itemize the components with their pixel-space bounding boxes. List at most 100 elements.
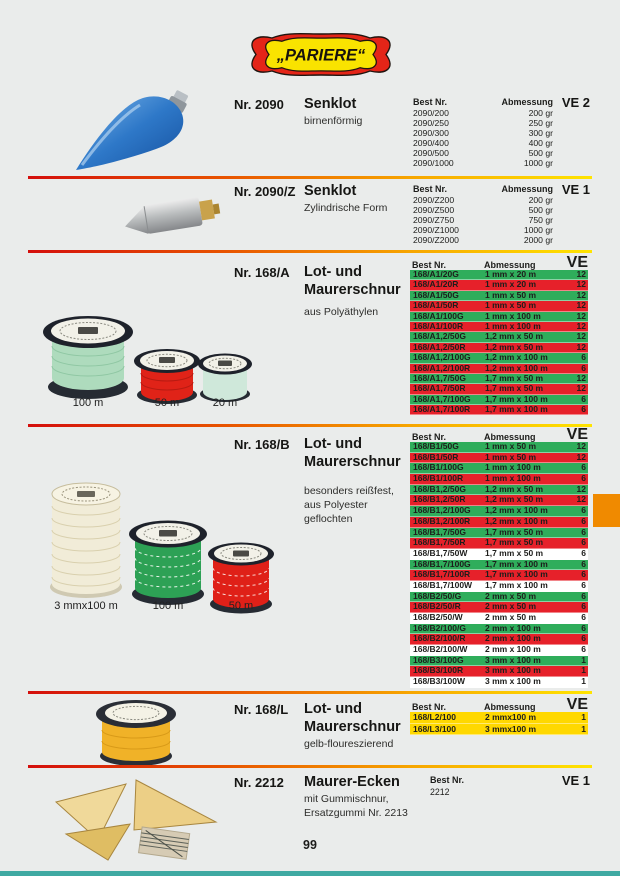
plumb-bob-cylinder-icon [125, 197, 221, 234]
cell-best-nr: 2212 [430, 787, 450, 797]
cell-abmessung: 1 mm x 50 m [485, 441, 537, 451]
cell-abmessung: 1,2 mm x 100 m [485, 505, 548, 516]
section-separator [28, 176, 592, 179]
cell-ve: 6 [581, 644, 586, 655]
cell-abmessung: 2 mm x 50 m [485, 590, 537, 601]
cell-best-nr: 168/A1,7/100G [413, 393, 471, 404]
subtitle-line-1: besonders reißfest, [304, 485, 394, 497]
article-number: Nr. 168/L [234, 702, 289, 717]
cell-best-nr: 168/A1/50G [413, 289, 459, 300]
product-subtitle: besonders reißfest, aus Polyester gefloc… [304, 484, 394, 526]
cell-abmessung: 2000 gr [523, 234, 553, 245]
cell-best-nr: 168/B1,7/100R [413, 569, 471, 580]
cell-abmessung: 3 mmx100 m [485, 723, 537, 734]
col-ve: VE [566, 696, 588, 713]
cell-abmessung: 1 mm x 100 m [485, 320, 541, 331]
table-row: 168/A1/50G 1 mm x 50 m 12 [410, 289, 588, 302]
cell-abmessung: 1 mm x 20 m [485, 279, 537, 290]
cell-best-nr: 2090/Z200 [413, 195, 455, 205]
product-title: Lot- und Maurerschnur [304, 435, 401, 471]
table-body: 168/B1/50G 1 mm x 50 m 12 168/B1/50R 1 m… [410, 441, 588, 688]
image-label: 50 m [154, 397, 180, 409]
cell-best-nr: 168/A1,2/100G [413, 352, 471, 363]
cell-abmessung: 750 gr [528, 214, 553, 225]
image-label: 3 mmx100 m [54, 600, 118, 612]
title-line-2: Maurerschnur [304, 719, 401, 735]
cell-best-nr: 168/B1,7/50R [413, 537, 466, 548]
product-subtitle: mit Gummischnur, Ersatzgummi Nr. 2213 [304, 792, 408, 820]
cell-abmessung: 1 mm x 20 m [485, 269, 537, 279]
spool-red-braided-image [205, 520, 277, 621]
cell-abmessung: 2 mm x 50 m [485, 601, 537, 612]
cell-abmessung: 2 mmx100 m [485, 712, 537, 722]
table-row: 168/A1,2/100R 1,2 mm x 100 m 6 [410, 362, 588, 374]
senklot-zylindrisch-image [118, 186, 226, 249]
cell-ve: 6 [581, 547, 586, 558]
cell-abmessung: 1,2 mm x 50 m [485, 483, 544, 494]
cell-abmessung: 3 mm x 100 m [485, 654, 541, 665]
cell-best-nr: 168/B1,7/50G [413, 526, 466, 537]
section-separator [28, 250, 592, 253]
spool-mint-20m-image [196, 334, 254, 409]
cell-ve: 1 [581, 665, 586, 676]
cell-abmessung: 500 gr [528, 204, 553, 215]
section-separator [28, 765, 592, 768]
col-abmessung: Abmessung [484, 702, 536, 712]
article-number: Nr. 2090/Z [234, 184, 296, 199]
table-row: 2090/200 200 gr [413, 108, 553, 119]
cell-best-nr: 2090/250 [413, 117, 449, 128]
cell-abmessung: 1,2 mm x 50 m [485, 494, 544, 505]
order-table-168a: Best Nr. Abmessung VE 168/A1/20G 1 mm x … [410, 255, 588, 416]
table-row: 168/B2/50/R 2 mm x 50 m 6 [410, 602, 588, 613]
table-row: 168/B1,7/50W 1,7 mm x 50 m 6 [410, 547, 588, 560]
title-line-2: Maurerschnur [304, 454, 401, 470]
cell-ve: 12 [576, 341, 586, 352]
cell-abmessung: 3 mm x 100 m [485, 676, 541, 687]
cell-abmessung: 1 mm x 50 m [485, 451, 537, 462]
table-row: 2090/300 300 gr [413, 128, 553, 139]
cell-ve: 12 [576, 279, 586, 290]
table-row: 168/B1,7/100W 1,7 mm x 100 m 6 [410, 579, 588, 592]
table-row: 168/B1,2/50R 1,2 mm x 50 m 12 [410, 494, 588, 507]
cell-best-nr: 168/A1,7/100R [413, 404, 471, 415]
cell-abmessung: 1000 gr [523, 224, 553, 235]
table-row: 168/A1,7/100R 1,7 mm x 100 m 6 [410, 404, 588, 416]
cell-ve: 6 [581, 537, 586, 548]
cell-ve: 12 [576, 269, 586, 279]
cell-best-nr: 168/B1/100R [413, 473, 464, 484]
table-row: 168/B1,7/100G 1,7 mm x 100 m 6 [410, 559, 588, 571]
table-row: 168/A1,7/50G 1,7 mm x 50 m 12 [410, 373, 588, 385]
cell-best-nr: 168/L2/100 [413, 712, 457, 722]
product-title: Senklot [304, 96, 357, 112]
ve-badge: VE 1 [561, 773, 590, 788]
spool-yellow-image [92, 692, 180, 773]
cord-spool-icon [198, 353, 252, 402]
table-row: 168/A1/100G 1 mm x 100 m 12 [410, 310, 588, 322]
subtitle-line-2: aus Polyester [304, 499, 368, 511]
cell-abmessung: 1,7 mm x 100 m [485, 393, 548, 404]
col-best-nr: Best Nr. [413, 97, 448, 107]
cell-ve: 6 [581, 579, 586, 590]
section-separator [28, 691, 592, 694]
cord-spool-icon [134, 349, 200, 404]
cell-ve: 6 [581, 515, 586, 526]
cell-abmessung: 1,7 mm x 100 m [485, 569, 548, 580]
col-best-nr: Best Nr. [412, 432, 447, 442]
table-row: 168/A1,2/100G 1,2 mm x 100 m 6 [410, 352, 588, 364]
cell-ve: 12 [576, 300, 586, 311]
cell-ve: 6 [581, 362, 586, 373]
cell-abmessung: 1 mm x 100 m [485, 310, 541, 321]
image-label: 50 m [228, 600, 254, 612]
cell-best-nr: 168/B2/50/R [413, 601, 461, 612]
article-number: Nr. 168/B [234, 437, 290, 452]
product-subtitle: birnenförmig [304, 115, 363, 127]
cell-abmessung: 1000 gr [523, 157, 553, 168]
table-row: 168/A1,2/50R 1,2 mm x 50 m 12 [410, 341, 588, 354]
cell-ve: 12 [576, 441, 586, 451]
col-best-nr: Best Nr. [430, 775, 465, 785]
article-number: Nr. 2090 [234, 97, 284, 112]
cell-best-nr: 168/B2/50/W [413, 612, 463, 622]
image-label: 100 m [152, 600, 184, 612]
logo-banner-shape: „PARIERE“ [251, 32, 391, 77]
cell-abmessung: 1 mm x 50 m [485, 289, 537, 300]
